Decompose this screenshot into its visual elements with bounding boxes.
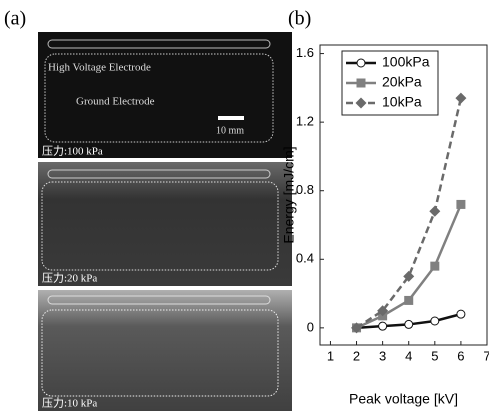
- marker: [429, 205, 441, 217]
- y-tick-label: 0.4: [296, 251, 314, 266]
- marker: [455, 92, 467, 104]
- x-tick-label: 6: [457, 348, 464, 363]
- legend-label: 20kPa: [382, 74, 422, 90]
- annotation: Ground Electrode: [76, 96, 155, 108]
- marker: [403, 270, 415, 282]
- plot-frame: [319, 44, 488, 346]
- photo: 压力:20 kPa: [38, 162, 292, 286]
- marker: [456, 199, 466, 209]
- marker: [430, 316, 440, 326]
- x-axis-label: Peak voltage [kV]: [349, 391, 458, 407]
- series-line: [356, 203, 463, 329]
- marker: [356, 58, 366, 68]
- marker: [404, 295, 414, 305]
- marker: [404, 319, 414, 329]
- x-tick-label: 1: [327, 348, 334, 363]
- panel-label: (b): [288, 8, 311, 30]
- y-tick-label: 1.2: [296, 114, 314, 129]
- x-tick-label: 2: [353, 348, 360, 363]
- marker: [355, 97, 367, 109]
- x-tick-label: 3: [379, 348, 386, 363]
- caption: 压力:10 kPa: [42, 397, 97, 410]
- marker: [430, 261, 440, 271]
- series-line: [355, 97, 463, 329]
- photo: 压力:10 kPa: [38, 290, 292, 411]
- marker: [377, 305, 389, 317]
- x-tick-label: 7: [483, 348, 489, 363]
- y-tick-label: 1.6: [296, 45, 314, 60]
- y-axis-label: Energy [mJ/cm]: [281, 146, 297, 243]
- caption: 压力:20 kPa: [42, 272, 97, 285]
- legend-label: 10kPa: [382, 94, 422, 110]
- y-tick-label: 0.8: [296, 182, 314, 197]
- marker: [351, 322, 363, 334]
- marker: [456, 309, 466, 319]
- x-tick-label: 4: [405, 348, 412, 363]
- x-tick-label: 5: [431, 348, 438, 363]
- marker: [356, 78, 366, 88]
- marker: [378, 321, 388, 331]
- photo: High Voltage Electrode Ground Electrode …: [38, 32, 292, 158]
- panel-label: (a): [4, 8, 26, 30]
- y-tick-label: 0: [307, 319, 314, 334]
- legend-label: 100kPa: [382, 54, 430, 70]
- chart: 1 2 3 4 5 6 7 0 0.4 0.8 1.2 1.6 Peak voltage [kV] Ene…: [281, 44, 489, 407]
- scale-bar-label: 10 mm: [216, 125, 244, 136]
- annotation: High Voltage Electrode: [48, 62, 151, 74]
- caption: 压力:100 kPa: [42, 145, 103, 158]
